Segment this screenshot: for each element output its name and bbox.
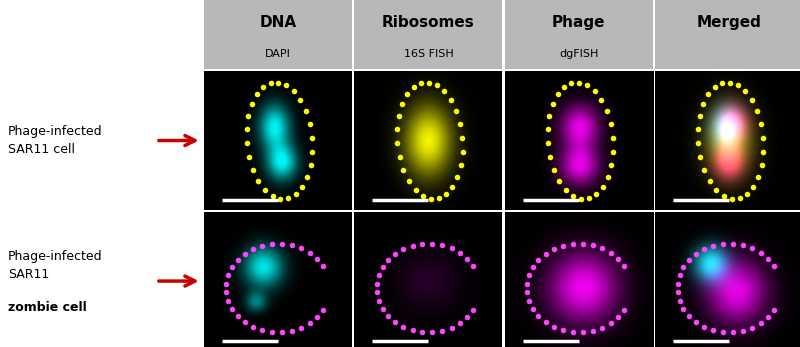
Text: dgFISH: dgFISH [559,49,598,59]
Text: Phage: Phage [552,15,606,30]
Text: Phage-infected
SAR11 cell: Phage-infected SAR11 cell [8,125,102,156]
Text: zombie cell: zombie cell [8,301,86,314]
Text: DAPI: DAPI [265,49,291,59]
Text: DNA: DNA [259,15,297,30]
Text: 16S FISH: 16S FISH [403,49,454,59]
Text: Phage-infected
SAR11: Phage-infected SAR11 [8,250,102,281]
Text: Ribosomes: Ribosomes [382,15,474,30]
Text: Merged: Merged [697,15,762,30]
